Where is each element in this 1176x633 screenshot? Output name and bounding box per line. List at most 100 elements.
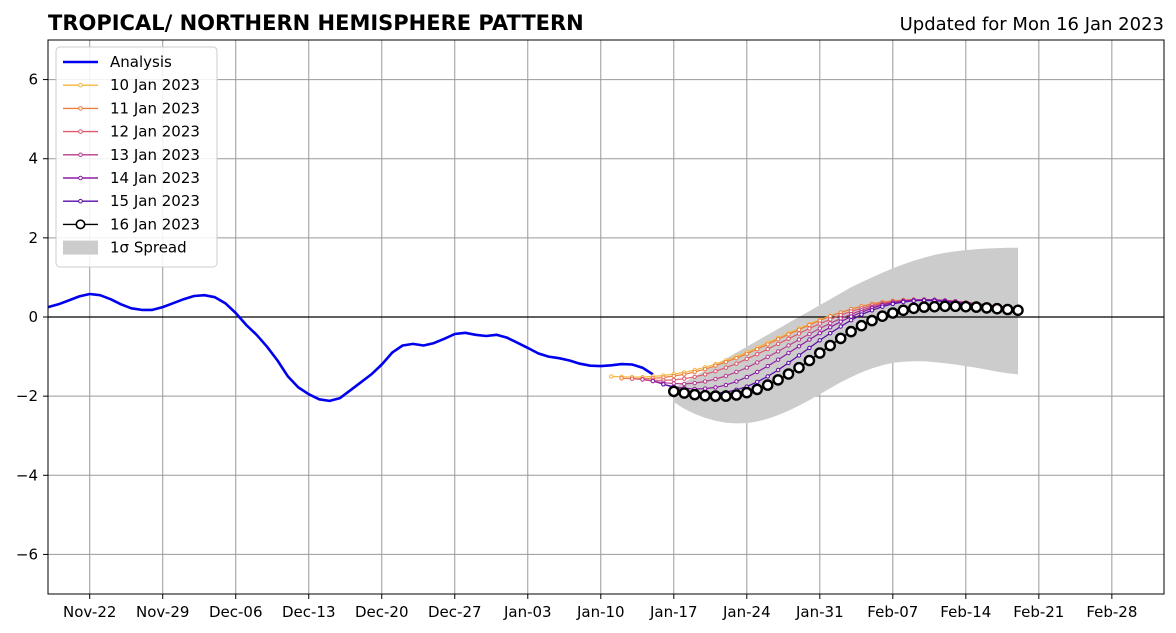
x-tick-label: Feb-07 [867, 603, 918, 621]
forecast-point [661, 382, 666, 387]
forecast-point [828, 325, 833, 330]
forecast-point [650, 378, 656, 384]
forecast-point [720, 390, 732, 402]
x-tick-label: Jan-10 [576, 603, 625, 621]
legend-label: 12 Jan 2023 [110, 123, 200, 141]
legend-label: 1σ Spread [110, 239, 187, 257]
forecast-point [671, 373, 676, 379]
legend: Analysis 10 Jan 2023 11 Jan 2023 12 Jan 202… [55, 46, 218, 268]
forecast-point [775, 357, 781, 362]
forecast-point [699, 389, 711, 402]
legend-marker [78, 106, 83, 111]
x-axis: Nov-22 Nov-29 Dec-06 Dec-13 Dec-20 Dec-27 Jan-… [63, 594, 1137, 621]
forecast-point [866, 314, 878, 327]
forecast-point [838, 312, 843, 318]
legend-swatch [63, 240, 98, 255]
forecast-point [682, 376, 687, 381]
forecast-point [828, 317, 833, 322]
legend-marker [78, 129, 83, 134]
y-axis: 6 4 2 0 −2 −4 −6 [16, 71, 48, 563]
forecast-point [734, 379, 739, 384]
forecast-point [734, 369, 739, 375]
x-tick-label: Jan-03 [503, 603, 552, 621]
y-tick-label: 4 [28, 150, 38, 168]
forecast-point [786, 343, 791, 348]
forecast-point [807, 331, 812, 337]
forecast-point [755, 369, 760, 375]
forecast-point [688, 388, 701, 401]
forecast-point [730, 389, 743, 401]
forecast-point [682, 381, 687, 387]
forecast-point [765, 346, 770, 352]
forecast-point [803, 354, 816, 367]
legend-label: 11 Jan 2023 [110, 99, 200, 117]
forecast-point [734, 361, 739, 366]
forecast-layer [609, 297, 1024, 402]
legend-item-forecast: 16 Jan 2023 [63, 215, 200, 233]
forecast-point [723, 359, 729, 365]
x-tick-label: Dec-20 [355, 603, 409, 621]
legend-marker [78, 175, 83, 181]
forecast-point [744, 356, 749, 362]
forecast-point [713, 376, 718, 382]
forecast-point [786, 350, 791, 356]
forecast-point [702, 367, 708, 372]
x-tick-label: Feb-28 [1086, 603, 1137, 621]
forecast-point [723, 365, 729, 370]
forecast-series [668, 300, 1024, 402]
forecast-point [751, 383, 764, 396]
forecast-point [796, 353, 802, 358]
legend-marker [78, 152, 83, 158]
chart-title: TROPICAL/ NORTHERN HEMISPHERE PATTERN [48, 11, 584, 35]
forecast-point [786, 360, 791, 366]
forecast-point [755, 379, 760, 385]
forecast-point [796, 327, 802, 332]
forecast-point [765, 354, 770, 360]
forecast-point [918, 301, 930, 313]
forecast-point [807, 322, 812, 328]
forecast-point [845, 325, 857, 338]
forecast-point [796, 337, 802, 342]
forecast-point [723, 382, 729, 388]
forecast-point [855, 319, 868, 332]
forecast-point [876, 310, 889, 323]
x-tick-label: Dec-13 [282, 603, 336, 621]
forecast-point [755, 360, 760, 365]
forecast-point [949, 300, 962, 313]
forecast-point [817, 338, 822, 343]
forecast-point [817, 321, 822, 326]
forecast-point [682, 372, 687, 377]
y-tick-label: 0 [28, 308, 38, 326]
forecast-point [817, 326, 822, 331]
forecast-point [807, 326, 812, 331]
x-tick-label: Jan-17 [649, 603, 698, 621]
forecast-point [755, 346, 760, 352]
forecast-point [671, 377, 676, 383]
forecast-point [782, 368, 795, 380]
forecast-point [796, 344, 802, 349]
forecast-point [786, 336, 791, 341]
x-tick-label: Nov-29 [136, 603, 189, 621]
legend-box [55, 46, 218, 268]
forecast-point [970, 301, 983, 313]
legend-label: 15 Jan 2023 [110, 192, 200, 210]
legend-label: Analysis [110, 53, 172, 71]
legend-item-forecast: 10 Jan 2023 [63, 76, 200, 94]
forecast-point [702, 386, 708, 391]
forecast-point [692, 369, 697, 375]
analysis-layer [47, 292, 654, 403]
legend-item-forecast: 12 Jan 2023 [63, 123, 200, 141]
forecast-point [765, 374, 770, 379]
legend-label: 16 Jan 2023 [110, 215, 200, 233]
forecast-point [702, 372, 708, 377]
forecast-point [744, 374, 749, 380]
legend-label: 10 Jan 2023 [110, 76, 200, 94]
forecast-point [824, 339, 837, 352]
forecast-point [901, 299, 906, 305]
forecast-point [980, 302, 993, 314]
forecast-point [619, 376, 624, 381]
forecast-point [741, 386, 753, 399]
forecast-point [723, 373, 729, 379]
forecast-point [880, 304, 885, 309]
